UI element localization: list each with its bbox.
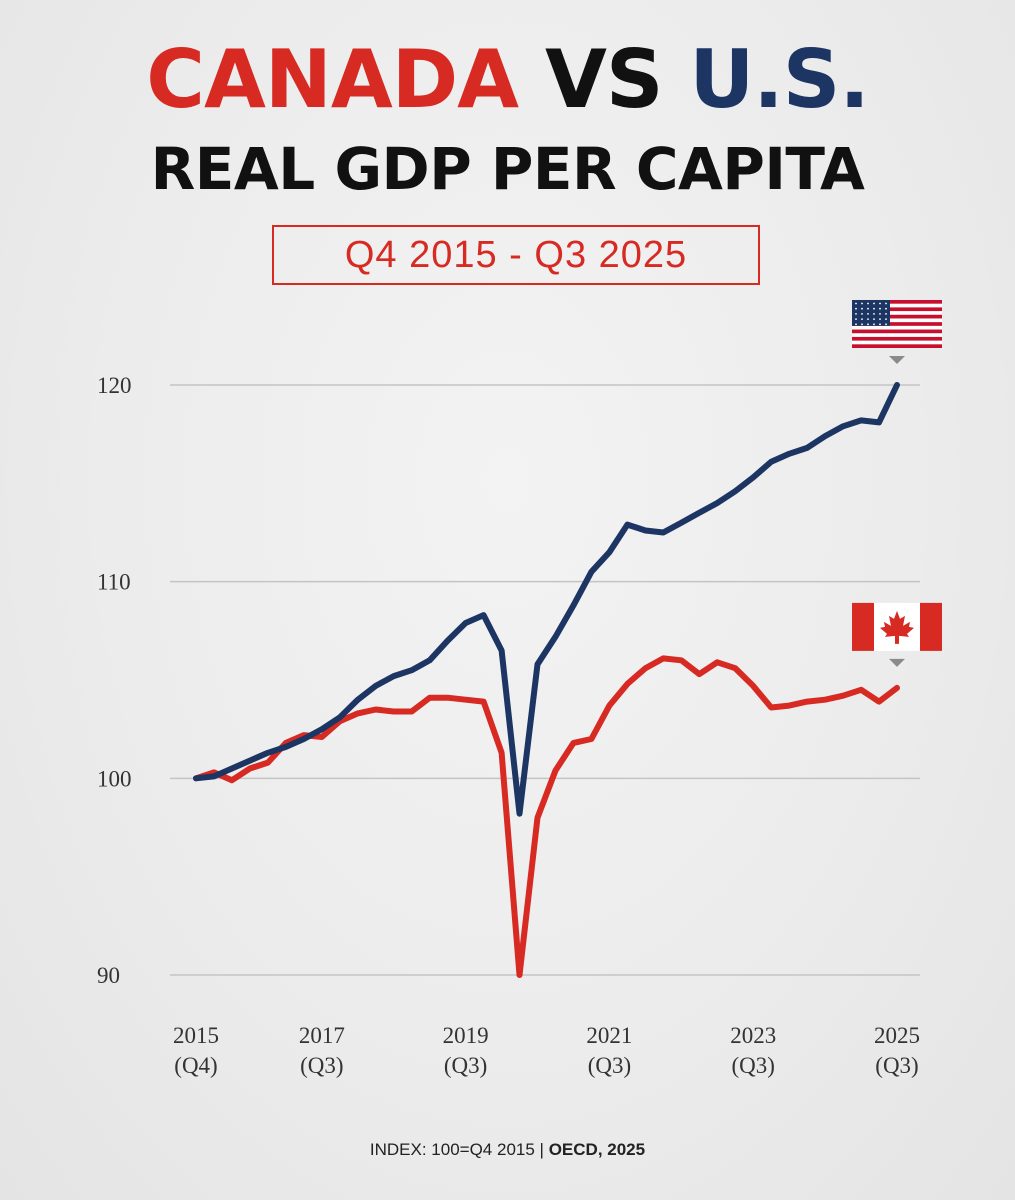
footer-separator: |	[539, 1140, 544, 1159]
date-range-text: Q4 2015 - Q3 2025	[344, 233, 688, 276]
y-tick-label: 90	[97, 963, 120, 988]
x-tick-year: 2017	[299, 1023, 345, 1048]
chart-title: CANADA VS U.S.	[0, 40, 1015, 120]
canada-flag-icon	[852, 602, 942, 667]
x-tick-quarter: (Q3)	[444, 1053, 487, 1078]
source-credit: OECD, 2025	[548, 1140, 646, 1159]
chart-footer: INDEX: 100=Q4 2015 | OECD, 2025	[0, 1140, 1015, 1160]
title-canada: CANADA	[146, 33, 519, 126]
x-tick-quarter: (Q3)	[300, 1053, 343, 1078]
date-range-badge: Q4 2015 - Q3 2025	[272, 225, 760, 285]
y-tick-label: 100	[97, 766, 132, 791]
pointer-arrow-icon	[889, 356, 905, 364]
y-tick-label: 110	[97, 570, 131, 595]
x-tick-quarter: (Q4)	[174, 1053, 217, 1078]
index-note: INDEX: 100=Q4 2015	[369, 1140, 535, 1159]
x-tick-year: 2021	[586, 1023, 632, 1048]
chart-subtitle: REAL GDP PER CAPITA	[150, 135, 865, 203]
title-vs: VS	[544, 33, 664, 126]
x-tick-quarter: (Q3)	[875, 1053, 918, 1078]
x-tick-year: 2023	[730, 1023, 776, 1048]
pointer-arrow-icon	[889, 658, 905, 667]
series-line-canada	[193, 655, 900, 978]
x-tick-year: 2019	[443, 1023, 489, 1048]
y-tick-label: 120	[97, 373, 132, 398]
series-line-us	[193, 382, 900, 817]
us-flag-icon	[852, 300, 942, 364]
title-us: U.S.	[689, 33, 869, 126]
x-tick-quarter: (Q3)	[731, 1053, 774, 1078]
x-tick-quarter: (Q3)	[588, 1053, 631, 1078]
x-tick-year: 2015	[173, 1023, 219, 1048]
x-tick-year: 2025	[874, 1023, 920, 1048]
